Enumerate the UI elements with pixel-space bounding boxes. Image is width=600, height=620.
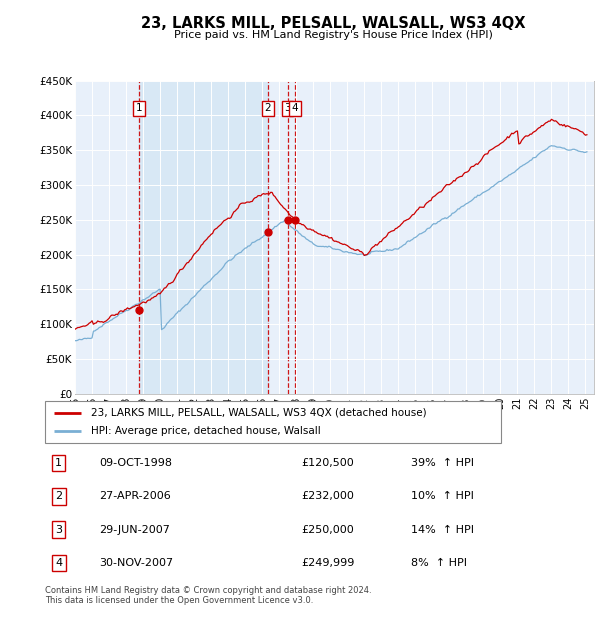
Text: £120,500: £120,500 — [302, 458, 355, 468]
Text: 30-NOV-2007: 30-NOV-2007 — [100, 558, 174, 568]
Text: HPI: Average price, detached house, Walsall: HPI: Average price, detached house, Wals… — [91, 427, 320, 436]
Text: 10%  ↑ HPI: 10% ↑ HPI — [411, 492, 473, 502]
Bar — [139, 81, 268, 394]
Text: £250,000: £250,000 — [302, 525, 355, 534]
Text: 39%  ↑ HPI: 39% ↑ HPI — [411, 458, 474, 468]
Text: £232,000: £232,000 — [302, 492, 355, 502]
Text: 29-JUN-2007: 29-JUN-2007 — [100, 525, 170, 534]
Text: 1: 1 — [55, 458, 62, 468]
Text: 4: 4 — [55, 558, 62, 568]
Text: 27-APR-2006: 27-APR-2006 — [100, 492, 172, 502]
Text: Contains HM Land Registry data © Crown copyright and database right 2024.
This d: Contains HM Land Registry data © Crown c… — [45, 586, 371, 605]
Text: 1: 1 — [136, 104, 143, 113]
Text: 23, LARKS MILL, PELSALL, WALSALL, WS3 4QX (detached house): 23, LARKS MILL, PELSALL, WALSALL, WS3 4Q… — [91, 408, 426, 418]
Text: £249,999: £249,999 — [302, 558, 355, 568]
FancyBboxPatch shape — [45, 401, 501, 443]
Text: 23, LARKS MILL, PELSALL, WALSALL, WS3 4QX: 23, LARKS MILL, PELSALL, WALSALL, WS3 4Q… — [141, 16, 525, 30]
Text: 2: 2 — [55, 492, 62, 502]
Text: 8%  ↑ HPI: 8% ↑ HPI — [411, 558, 467, 568]
Text: 2: 2 — [265, 104, 271, 113]
Text: Price paid vs. HM Land Registry's House Price Index (HPI): Price paid vs. HM Land Registry's House … — [173, 30, 493, 40]
Text: 3: 3 — [55, 525, 62, 534]
Text: 09-OCT-1998: 09-OCT-1998 — [100, 458, 173, 468]
Text: 3: 3 — [284, 104, 291, 113]
Text: 14%  ↑ HPI: 14% ↑ HPI — [411, 525, 474, 534]
Text: 4: 4 — [292, 104, 298, 113]
